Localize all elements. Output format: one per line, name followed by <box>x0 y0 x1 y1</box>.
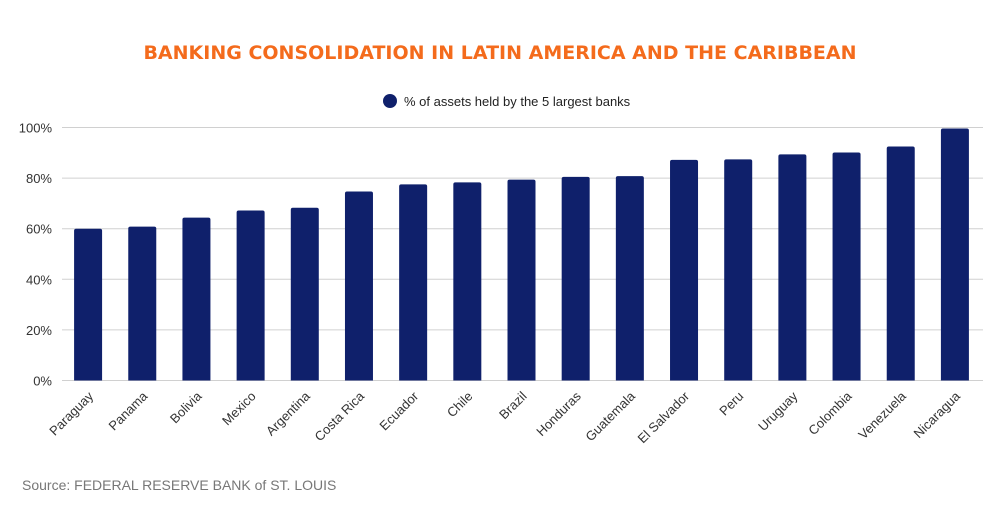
x-tick-label: Argentina <box>263 388 314 439</box>
x-tick-label: Uruguay <box>755 388 801 434</box>
x-tick-label: Guatemala <box>582 388 638 444</box>
x-tick-label: Bolivia <box>167 388 205 426</box>
bar <box>74 228 103 381</box>
bar <box>615 176 644 381</box>
y-tick-label: 0% <box>33 374 52 389</box>
x-tick-label: El Salvador <box>635 388 693 446</box>
x-tick-label: Brazil <box>496 388 530 422</box>
y-tick-label: 100% <box>19 121 53 136</box>
bar <box>236 210 265 381</box>
x-tick-label: Venezuela <box>855 388 909 442</box>
legend-marker <box>383 94 397 108</box>
x-tick-label: Honduras <box>533 388 584 439</box>
bar <box>399 184 428 381</box>
x-tick-label: Colombia <box>805 388 855 438</box>
y-tick-label: 60% <box>26 222 52 237</box>
bar <box>507 179 536 381</box>
x-tick-label: Chile <box>444 389 476 421</box>
x-tick-label: Mexico <box>219 389 259 429</box>
bar <box>670 159 699 381</box>
bar <box>290 207 319 381</box>
x-tick-label: Panama <box>106 388 151 433</box>
bar <box>561 176 590 381</box>
bar <box>886 146 915 381</box>
x-tick-label: Nicaragua <box>911 388 964 441</box>
x-tick-label: Costa Rica <box>312 388 368 444</box>
bar <box>832 152 861 381</box>
bar <box>940 128 969 381</box>
legend-label: % of assets held by the 5 largest banks <box>404 94 631 109</box>
source-note: Source: FEDERAL RESERVE BANK of ST. LOUI… <box>22 477 336 493</box>
y-tick-label: 80% <box>26 171 52 186</box>
y-tick-label: 40% <box>26 272 52 287</box>
bar <box>128 226 157 381</box>
x-tick-label: Ecuador <box>376 388 421 433</box>
chart-title: BANKING CONSOLIDATION IN LATIN AMERICA A… <box>143 42 856 64</box>
bar <box>778 154 807 381</box>
bar <box>344 191 373 381</box>
legend: % of assets held by the 5 largest banks <box>383 94 631 109</box>
y-tick-label: 20% <box>26 323 52 338</box>
bar <box>182 217 211 381</box>
x-tick-label: Peru <box>716 389 746 419</box>
bar <box>453 182 482 381</box>
x-tick-label: Paraguay <box>46 388 96 438</box>
bar <box>724 159 753 381</box>
